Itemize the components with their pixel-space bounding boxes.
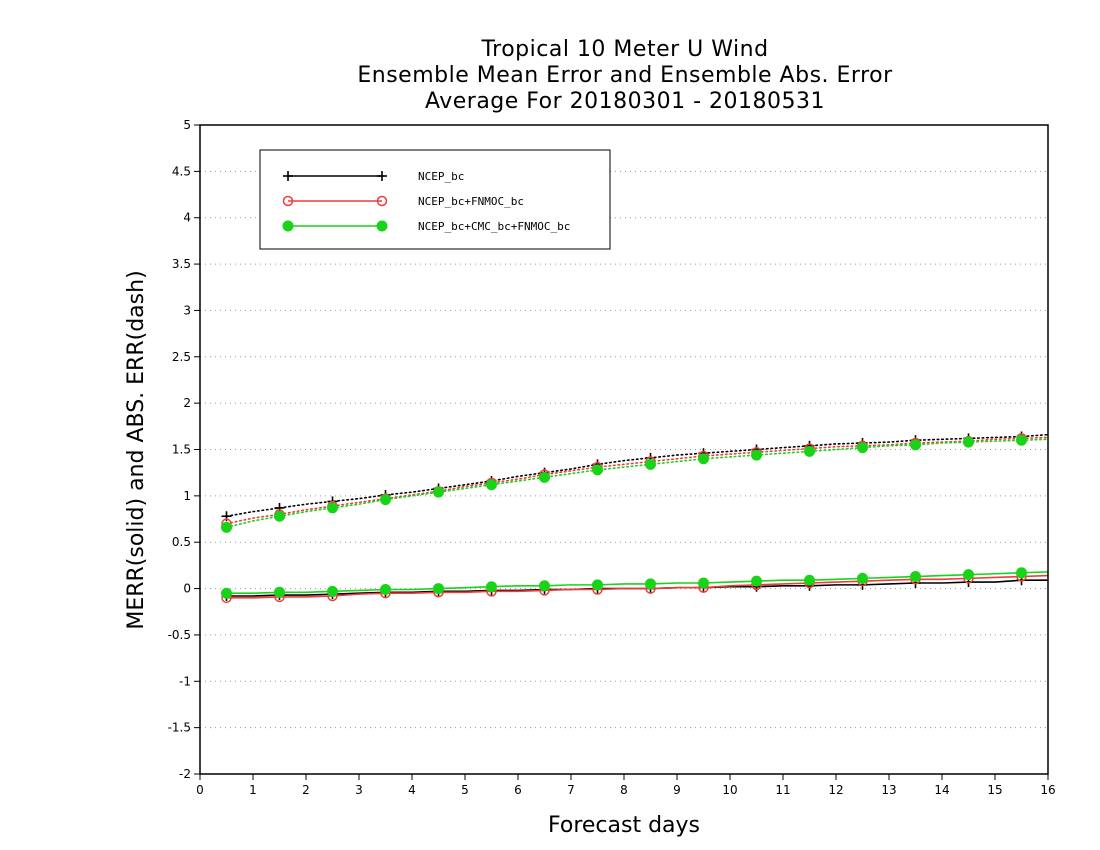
abs-err-point	[433, 486, 444, 498]
merr-point	[910, 571, 921, 583]
x-tick-label: 8	[620, 783, 628, 797]
legend-marker	[376, 195, 388, 207]
chart-title-line-2: Ensemble Mean Error and Ensemble Abs. Er…	[357, 63, 893, 88]
abs-err-line-ncep-bc-fnmoc-bc	[225, 436, 1049, 525]
legend-label: NCEP_bc	[418, 170, 464, 183]
merr-point	[539, 580, 550, 592]
merr-point	[804, 574, 815, 586]
y-tick-label: 2	[183, 396, 191, 410]
y-tick-label: 0	[183, 582, 191, 596]
x-tick-label: 13	[881, 783, 896, 797]
merr-point	[963, 569, 974, 581]
abs-err-point	[592, 464, 603, 476]
abs-err-point	[1016, 434, 1027, 446]
y-tick-label: 1	[183, 489, 191, 503]
x-tick-label: 4	[408, 783, 416, 797]
x-tick-label: 12	[828, 783, 843, 797]
legend-marker	[282, 220, 294, 232]
legend-marker	[376, 220, 388, 232]
y-axis-label: MERR(solid) and ABS. ERR(dash)	[124, 270, 149, 629]
merr-point	[592, 579, 603, 591]
legend-box	[259, 149, 611, 250]
merr-point	[274, 586, 285, 598]
merr-point	[327, 585, 338, 597]
legend-entry: NCEP_bc	[283, 170, 464, 183]
merr-point	[221, 587, 232, 599]
chart-title-line-3: Average For 20180301 - 20180531	[424, 89, 826, 114]
abs-err-point	[963, 436, 974, 448]
y-tick-label: 5	[183, 118, 191, 132]
abs-err-line-ncep-bc-cmc-bc-fnmoc-bc	[225, 438, 1049, 529]
x-tick-label: 14	[934, 783, 949, 797]
abs-err-point	[698, 453, 709, 465]
y-tick-label: 0.5	[172, 535, 191, 549]
x-tick-label: 1	[249, 783, 257, 797]
abs-err-point	[380, 494, 391, 506]
x-tick-label: 0	[196, 783, 204, 797]
abs-err-point	[274, 510, 285, 522]
abs-err-point	[327, 502, 338, 514]
x-tick-label: 2	[302, 783, 310, 797]
abs-err-point	[539, 471, 550, 483]
merr-point	[433, 583, 444, 595]
y-tick-label: 3	[183, 303, 191, 317]
y-tick-label: -0.5	[168, 628, 191, 642]
legend-entry: NCEP_bc+CMC_bc+FNMOC_bc	[282, 220, 570, 233]
legend-entries: NCEP_bc NCEP_bc+FNMOC_bc NCEP_bc+CMC_bc+FN…	[282, 170, 570, 233]
x-tick-label: 5	[461, 783, 469, 797]
y-tick-label: 4.5	[172, 164, 191, 178]
merr-point	[751, 575, 762, 587]
x-tick-label: 3	[355, 783, 363, 797]
x-tick-label: 7	[567, 783, 575, 797]
series-layer	[221, 431, 1049, 604]
y-tick-label: 4	[183, 211, 191, 225]
merr-point	[380, 583, 391, 595]
series-ncep-bc-fnmoc-bc	[221, 433, 1049, 604]
y-tick-label: 2.5	[172, 350, 191, 364]
legend-entry: NCEP_bc+FNMOC_bc	[282, 195, 524, 208]
merr-line-ncep-bc-fnmoc-bc	[226, 574, 1049, 599]
merr-point	[857, 572, 868, 584]
abs-err-line-ncep-bc	[225, 433, 1049, 518]
merr-point	[486, 581, 497, 593]
abs-err-point	[857, 442, 868, 454]
abs-err-point	[804, 445, 815, 457]
x-tick-label: 15	[987, 783, 1002, 797]
tick-layer: -2-1.5-1-0.500.511.522.533.544.550 1 2 3 4 5 6…	[168, 118, 1056, 797]
abs-err-point	[486, 479, 497, 491]
grid-layer	[200, 170, 1048, 729]
x-tick-label: 16	[1040, 783, 1055, 797]
y-tick-label: 3.5	[172, 257, 191, 271]
legend-label: NCEP_bc+FNMOC_bc	[418, 195, 524, 208]
x-tick-label: 6	[514, 783, 522, 797]
abs-err-point	[751, 449, 762, 461]
legend-marker	[283, 171, 293, 181]
x-tick-label: 10	[722, 783, 737, 797]
legend-marker	[282, 195, 294, 207]
legend-label: NCEP_bc+CMC_bc+FNMOC_bc	[418, 220, 570, 233]
y-tick-label: -1.5	[168, 721, 191, 735]
merr-point	[698, 577, 709, 589]
y-tick-label: 1.5	[172, 443, 191, 457]
x-axis-label: Forecast days	[548, 813, 700, 838]
chart-title-line-1: Tropical 10 Meter U Wind	[481, 37, 769, 62]
y-tick-label: -2	[179, 767, 191, 781]
x-tick-label: 11	[775, 783, 790, 797]
legend-marker	[377, 171, 387, 181]
legend: NCEP_bc NCEP_bc+FNMOC_bc NCEP_bc+CMC_bc+FN…	[259, 149, 611, 250]
y-tick-label: -1	[179, 674, 191, 688]
merr-point	[1016, 567, 1027, 579]
merr-point	[645, 578, 656, 590]
series-ncep-bc-cmc-bc-fnmoc-bc	[221, 434, 1049, 599]
x-tick-label: 9	[673, 783, 681, 797]
abs-err-point	[910, 439, 921, 451]
abs-err-point	[221, 521, 232, 533]
abs-err-point	[645, 458, 656, 470]
